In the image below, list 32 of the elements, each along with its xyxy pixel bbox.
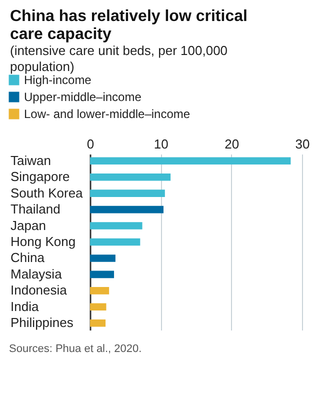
bar — [90, 206, 164, 214]
bar — [90, 157, 291, 165]
y-tick-label: China — [10, 250, 46, 266]
y-tick-label: Thailand — [10, 202, 60, 217]
chart-subtitle: (intensive care unit beds, per 100,000 population) — [10, 43, 228, 74]
x-tick-label: 10 — [154, 136, 168, 152]
bar — [90, 254, 116, 262]
bar — [90, 319, 106, 327]
bar — [90, 190, 165, 197]
y-tick-label: Hong Kong — [10, 234, 76, 249]
bar — [90, 287, 110, 294]
legend-label: Low- and lower-middle–income — [24, 107, 190, 121]
y-tick-label: Indonesia — [10, 282, 68, 298]
bar — [90, 173, 171, 181]
y-tick-label: India — [10, 298, 40, 314]
y-tick-label: Malaysia — [10, 266, 63, 282]
x-tick-label: 20 — [224, 136, 240, 152]
x-tick-label: 0 — [86, 136, 94, 152]
y-tick-label: South Korea — [10, 185, 84, 200]
y-tick-label: Singapore — [10, 169, 70, 184]
bar — [90, 303, 106, 311]
source-note: Sources: Phua et al., 2020. — [9, 343, 142, 355]
bar — [90, 238, 140, 246]
y-tick-label: Taiwan — [10, 152, 51, 168]
bar — [90, 270, 114, 278]
y-tick-label: Philippines — [10, 315, 74, 330]
x-tick-label: 30 — [295, 136, 310, 152]
bar — [90, 222, 142, 230]
y-tick-label: Japan — [10, 218, 46, 233]
legend-label: Upper-middle–income — [24, 90, 142, 104]
chart-title: China has relatively low critical care capacity — [10, 8, 248, 43]
legend-label: High-income — [24, 73, 92, 87]
